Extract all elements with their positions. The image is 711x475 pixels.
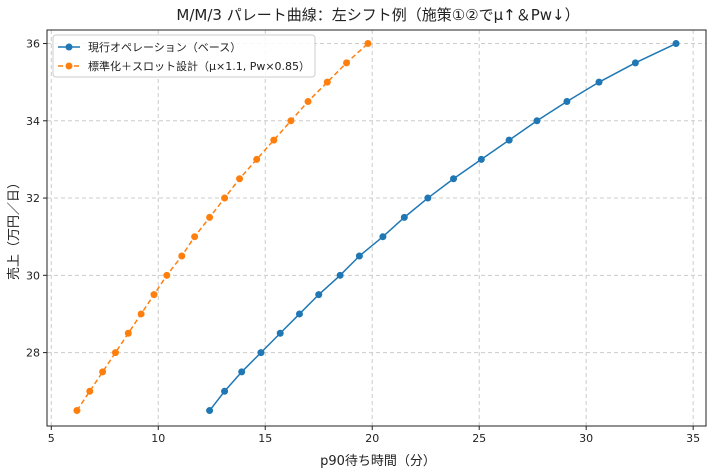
y-tick-label: 30: [26, 269, 40, 282]
chart-title: M/M/3 パレート曲線：左シフト例（施策①②でμ↑＆Pw↓）: [176, 6, 579, 24]
data-point: [563, 97, 571, 105]
data-point: [400, 213, 408, 221]
data-point: [253, 155, 261, 163]
data-point: [99, 368, 107, 376]
series-line-0: [209, 42, 677, 412]
data-point: [595, 78, 603, 86]
data-point: [191, 233, 199, 241]
x-tick-label: 35: [686, 432, 700, 445]
x-tick-label: 5: [48, 432, 55, 445]
data-point: [163, 271, 171, 279]
x-tick-label: 15: [258, 432, 272, 445]
data-point: [178, 252, 186, 260]
series-line-1: [76, 42, 369, 411]
legend-marker-base: [65, 43, 73, 51]
data-point: [304, 97, 312, 105]
data-point: [150, 291, 158, 299]
legend: 現行オペレーション（ベース） 標準化＋スロット設計（μ×1.1, Pw×0.85…: [52, 34, 316, 78]
data-point: [206, 213, 214, 221]
data-point: [137, 310, 145, 318]
data-point: [287, 117, 295, 125]
data-point: [355, 252, 363, 260]
data-point: [270, 136, 278, 144]
data-point: [276, 329, 284, 337]
y-tick-label: 36: [26, 38, 40, 51]
data-point: [124, 329, 132, 337]
x-tick-label: 25: [472, 432, 486, 445]
y-axis-label: 売上（万円／日）: [6, 176, 22, 280]
data-point: [450, 175, 458, 183]
data-point: [295, 310, 303, 318]
legend-box: [52, 34, 316, 78]
data-point: [323, 78, 331, 86]
data-point: [111, 349, 119, 357]
data-point: [221, 387, 229, 395]
data-point: [336, 271, 344, 279]
data-point: [315, 291, 323, 299]
plot-frame: [46, 29, 707, 427]
data-point: [631, 59, 639, 67]
data-point: [533, 117, 541, 125]
data-point: [73, 407, 81, 415]
data-point: [86, 387, 94, 395]
data-point: [257, 349, 265, 357]
legend-marker-improved: [65, 62, 73, 70]
x-tick-label: 20: [365, 432, 379, 445]
data-point: [221, 194, 229, 202]
x-tick-label: 30: [579, 432, 593, 445]
data-point: [505, 136, 513, 144]
x-axis-label: p90待ち時間（分）: [320, 454, 436, 469]
legend-label-improved: 標準化＋スロット設計（μ×1.1, Pw×0.85）: [88, 59, 310, 73]
data-point: [343, 59, 351, 67]
data-point: [424, 194, 432, 202]
legend-label-base: 現行オペレーション（ベース）: [88, 41, 241, 54]
data-point: [364, 40, 372, 48]
data-point: [379, 233, 387, 241]
data-point: [236, 175, 244, 183]
x-tick-label: 10: [151, 432, 165, 445]
y-tick-label: 32: [26, 192, 40, 205]
y-tick-label: 28: [26, 347, 40, 360]
data-point: [238, 368, 246, 376]
data-point: [672, 40, 680, 48]
data-point: [206, 407, 214, 415]
y-tick-label: 34: [26, 115, 40, 128]
data-point: [477, 155, 485, 163]
